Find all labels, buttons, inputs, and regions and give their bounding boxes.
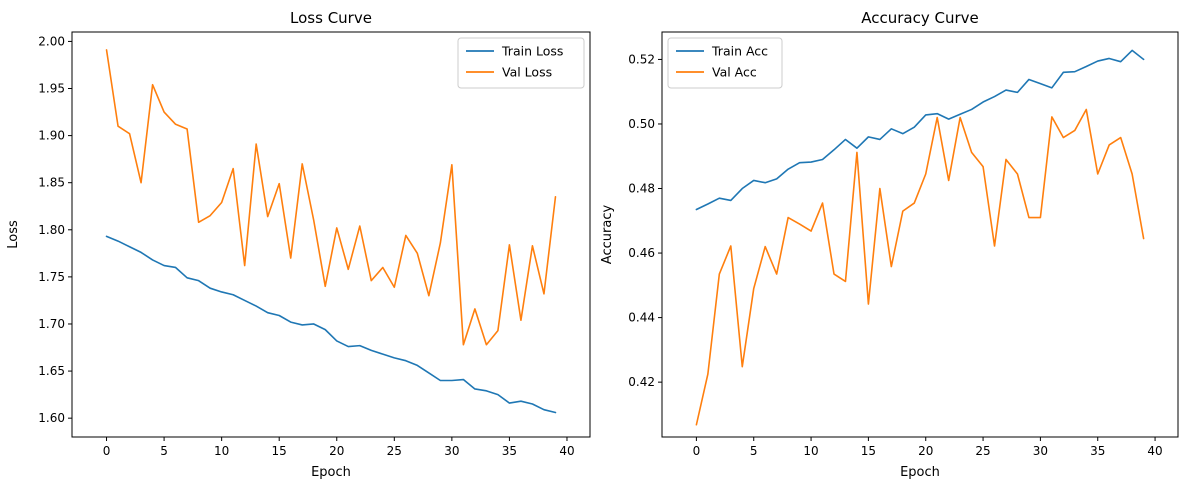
loss-ytick-label: 1.70 [38, 317, 65, 331]
accuracy-xtick-label: 10 [803, 444, 818, 458]
loss-xtick-label: 20 [329, 444, 344, 458]
loss-axes-frame [71, 31, 591, 438]
loss-ytick-label: 1.95 [38, 82, 65, 96]
accuracy-xtick-label: 0 [693, 444, 701, 458]
accuracy-xtick-label: 40 [1147, 444, 1162, 458]
loss-chart-xlabel: Epoch [311, 465, 351, 480]
accuracy-ytick-label: 0.52 [628, 52, 655, 66]
loss-chart: Loss Curve Epoch Loss 0 5 10 15 20 25 30 35 40 1.… [6, 9, 591, 480]
accuracy-legend-label: Train Acc [711, 44, 768, 59]
accuracy-legend-label: Val Acc [712, 65, 757, 80]
accuracy-ytick-label: 0.46 [628, 246, 655, 260]
loss-xtick-label: 10 [214, 444, 229, 458]
loss-xtick-label: 25 [387, 444, 402, 458]
accuracy-xtick-label: 30 [1033, 444, 1048, 458]
loss-legend-label: Train Loss [501, 44, 563, 59]
loss-xtick-label: 0 [103, 444, 111, 458]
accuracy-ytick-label: 0.48 [628, 182, 655, 196]
loss-ytick-label: 2.00 [38, 34, 65, 48]
loss-ytick-label: 1.80 [38, 223, 65, 237]
loss-series-train-line [105, 235, 557, 414]
accuracy-legend: Train Acc Val Acc [667, 37, 783, 89]
loss-ytick-label: 1.60 [38, 411, 65, 425]
loss-xtick-label: 15 [272, 444, 287, 458]
loss-xtick-label: 35 [502, 444, 517, 458]
accuracy-xtick-label: 5 [750, 444, 758, 458]
accuracy-ytick-label: 0.44 [628, 311, 655, 325]
loss-legend-label: Val Loss [502, 65, 552, 80]
loss-ytick-label: 1.65 [38, 364, 65, 378]
accuracy-xtick-label: 15 [861, 444, 876, 458]
loss-ytick-label: 1.90 [38, 129, 65, 143]
accuracy-chart-xlabel: Epoch [900, 465, 940, 480]
accuracy-xtick-label: 35 [1090, 444, 1105, 458]
loss-xtick-label: 5 [160, 444, 168, 458]
loss-legend: Train Loss Val Loss [457, 37, 585, 89]
accuracy-chart-ylabel: Accuracy [600, 205, 615, 265]
accuracy-series-train-line [695, 49, 1145, 211]
accuracy-axes-frame [661, 31, 1179, 438]
loss-series-val-line [105, 49, 557, 346]
loss-ytick-label: 1.85 [38, 176, 65, 190]
loss-chart-ylabel: Loss [6, 220, 21, 249]
loss-xtick-label: 30 [444, 444, 459, 458]
accuracy-xtick-label: 25 [975, 444, 990, 458]
accuracy-chart-title: Accuracy Curve [861, 9, 979, 27]
accuracy-ytick-label: 0.42 [628, 375, 655, 389]
loss-ytick-label: 1.75 [38, 270, 65, 284]
loss-xtick-label: 40 [559, 444, 574, 458]
accuracy-chart: Accuracy Curve Epoch Accuracy 0 5 10 15 20 25… [600, 9, 1179, 480]
accuracy-series-val-line [695, 108, 1145, 426]
accuracy-ytick-label: 0.50 [628, 117, 655, 131]
accuracy-xtick-label: 20 [918, 444, 933, 458]
loss-chart-title: Loss Curve [290, 9, 372, 27]
